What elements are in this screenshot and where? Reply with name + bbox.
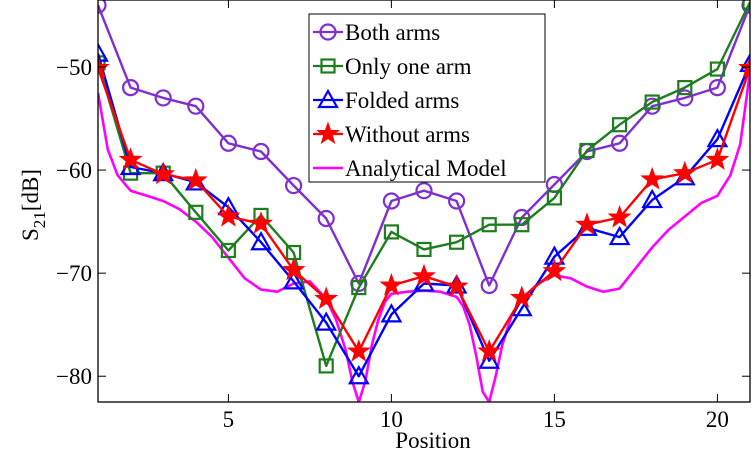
- data-point-only-one-arm: [449, 234, 465, 250]
- ticks-layer: 5 10 15 20 −50 −60 −70 −80: [56, 0, 750, 432]
- y-axis-label: S21[dB]: [18, 169, 49, 241]
- data-point-without-arms: [183, 167, 208, 191]
- data-point-folded-arms: [706, 127, 729, 148]
- data-point-only-one-arm: [709, 61, 726, 77]
- data-point-without-arms: [542, 258, 567, 282]
- data-point-both-arms: [252, 142, 270, 161]
- data-point-both-arms: [122, 79, 140, 97]
- data-point-without-arms: [281, 257, 306, 281]
- data-point-folded-arms: [98, 42, 109, 62]
- data-point-without-arms: [575, 212, 599, 235]
- data-point-only-one-arm: [611, 117, 628, 133]
- legend-label: Folded arms: [345, 88, 459, 113]
- data-point-without-arms: [607, 204, 632, 228]
- data-point-only-one-arm: [416, 241, 432, 258]
- data-point-folded-arms: [380, 303, 403, 323]
- data-point-only-one-arm: [220, 242, 236, 259]
- svg-text:S21[dB]: S21[dB]: [18, 169, 49, 241]
- legend-label: Analytical Model: [345, 156, 507, 181]
- y-tick-label: −70: [56, 261, 92, 286]
- y-axis-label-unit: [dB]: [18, 169, 43, 211]
- data-point-only-one-arm: [546, 190, 563, 206]
- data-point-without-arms: [151, 161, 176, 185]
- data-point-both-arms: [219, 134, 237, 152]
- data-point-without-arms: [314, 286, 339, 309]
- y-tick-label: −80: [56, 364, 92, 389]
- data-point-folded-arms: [315, 311, 338, 331]
- legend-item-without-arms: Without arms: [313, 121, 470, 147]
- data-point-only-one-arm: [188, 204, 204, 220]
- data-point-both-arms: [382, 192, 400, 210]
- data-point-only-one-arm: [742, 0, 750, 10]
- legend-label: Both arms: [345, 20, 440, 45]
- data-point-folded-arms: [347, 364, 370, 385]
- data-point-without-arms: [705, 147, 730, 170]
- legend-box: [308, 13, 546, 183]
- legend-item-folded-arms: Folded arms: [313, 88, 459, 113]
- legend-marker: [317, 88, 339, 109]
- series-line-only-one-arm: [98, 1, 750, 368]
- data-point-only-one-arm: [351, 279, 367, 296]
- x-tick-label: 15: [543, 407, 566, 432]
- data-point-folded-arms: [608, 225, 631, 246]
- data-point-both-arms: [708, 79, 727, 97]
- data-point-both-arms: [610, 134, 629, 152]
- y-axis-label-sub: 21: [30, 211, 49, 228]
- y-tick-label: −60: [56, 158, 92, 183]
- legend-marker: [319, 23, 337, 41]
- data-point-only-one-arm: [383, 224, 399, 240]
- data-point-without-arms: [672, 160, 697, 184]
- data-point-only-one-arm: [514, 217, 530, 233]
- legend: Both arms Only one arm Folded arms Without …: [308, 13, 546, 183]
- data-point-both-arms: [98, 0, 107, 14]
- legend-marker: [320, 58, 336, 74]
- data-point-both-arms: [676, 89, 694, 107]
- data-point-folded-arms: [478, 349, 501, 369]
- data-point-only-one-arm: [481, 217, 497, 233]
- data-point-folded-arms: [641, 188, 664, 209]
- data-point-without-arms: [118, 147, 143, 170]
- y-tick-label: −50: [56, 55, 92, 80]
- y-axis-label-main: S: [18, 228, 43, 241]
- data-point-without-arms: [379, 272, 404, 296]
- data-point-without-arms: [216, 204, 241, 227]
- series-without-arms: [98, 55, 750, 362]
- data-point-only-one-arm: [318, 358, 334, 374]
- data-point-without-arms: [412, 263, 436, 287]
- data-point-without-arms: [444, 274, 469, 297]
- data-point-both-arms: [317, 209, 335, 228]
- data-point-only-one-arm: [677, 80, 693, 96]
- data-point-without-arms: [346, 338, 371, 362]
- data-point-both-arms: [415, 182, 433, 200]
- data-point-folded-arms: [282, 270, 305, 290]
- data-point-without-arms: [509, 285, 534, 308]
- x-tick-label: 5: [223, 407, 235, 432]
- x-tick-label: 20: [706, 407, 729, 432]
- data-point-both-arms: [448, 192, 466, 210]
- legend-label: Without arms: [345, 122, 470, 147]
- data-point-folded-arms: [739, 52, 750, 73]
- legend-marker: [316, 121, 340, 145]
- data-point-both-arms: [187, 97, 205, 115]
- x-tick-label: 10: [380, 407, 403, 432]
- series-line-both-arms: [98, 4, 750, 287]
- data-point-both-arms: [285, 176, 303, 195]
- data-point-only-one-arm: [644, 94, 660, 110]
- data-point-without-arms: [640, 166, 665, 190]
- data-point-both-arms: [480, 276, 498, 295]
- legend-item-only-one-arm: Only one arm: [313, 54, 472, 79]
- series-layer: [98, 0, 750, 402]
- data-point-folded-arms: [250, 230, 272, 251]
- legend-label: Only one arm: [345, 54, 472, 79]
- data-point-only-one-arm: [579, 142, 595, 159]
- legend-item-analytical-model: Analytical Model: [313, 156, 507, 181]
- plot-frame: [97, 0, 751, 403]
- data-point-without-arms: [477, 338, 502, 362]
- legend-item-both-arms: Both arms: [313, 20, 440, 45]
- data-point-only-one-arm: [98, 55, 106, 71]
- data-point-without-arms: [249, 211, 273, 234]
- x-axis-label: Position: [395, 428, 471, 453]
- data-point-both-arms: [154, 89, 172, 107]
